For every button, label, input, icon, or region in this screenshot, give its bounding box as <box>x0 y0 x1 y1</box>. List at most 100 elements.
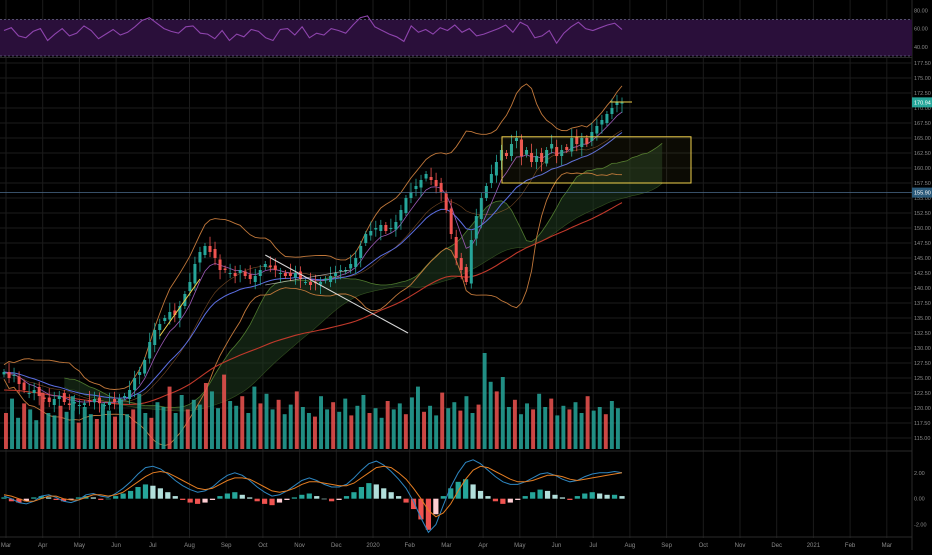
candle-body <box>268 265 272 267</box>
candle-body <box>148 342 152 359</box>
macd-histogram-bar <box>574 496 580 499</box>
candle-body <box>469 240 473 284</box>
x-tick-label: Feb <box>405 543 416 549</box>
candle-body <box>47 397 51 402</box>
volume-bar <box>416 386 420 449</box>
candle-body <box>12 375 16 376</box>
macd-histogram-bar <box>418 498 424 520</box>
macd-histogram-bar <box>604 494 610 499</box>
candle-body <box>464 267 468 282</box>
price-y-tick-label: 177.50 <box>914 61 931 67</box>
volume-bar <box>409 397 414 449</box>
candle-body <box>278 273 282 274</box>
candle-body <box>168 312 172 320</box>
x-tick-label: Mar <box>441 543 451 549</box>
volume-bar <box>210 391 214 449</box>
candle-body <box>198 252 202 263</box>
volume-bar <box>494 391 499 449</box>
volume-bar <box>34 420 39 449</box>
candle-body <box>359 246 363 258</box>
volume-bar <box>313 416 317 449</box>
volume-bar <box>276 399 281 449</box>
x-tick-label: Jul <box>149 543 157 549</box>
volume-bar <box>149 417 154 449</box>
trendline-rising <box>159 278 201 337</box>
macd-histogram-bar <box>23 498 29 502</box>
volume-bar <box>16 417 21 449</box>
volume-bar <box>137 393 142 449</box>
candle-body <box>319 282 323 285</box>
volume-bar <box>240 396 245 449</box>
x-tick-label: 2021 <box>807 543 821 549</box>
price-y-tick-label: 175.00 <box>914 76 931 82</box>
x-tick-label: Mar <box>882 543 892 549</box>
macd-histogram-bar <box>500 498 506 504</box>
candle-body <box>62 393 66 402</box>
price-y-tick-label: 125.00 <box>914 376 931 382</box>
volume-bar <box>216 408 220 449</box>
macd-histogram-bar <box>552 494 558 499</box>
candle-body <box>449 208 453 234</box>
candle-body <box>444 193 448 210</box>
volume-bar <box>70 396 75 449</box>
macd-histogram-bar <box>291 497 297 499</box>
macd-histogram-bar <box>157 488 163 499</box>
price-y-tick-label: 155.00 <box>914 196 931 202</box>
candle-body <box>484 186 488 198</box>
candle-body <box>92 399 96 403</box>
candle-body <box>419 180 423 188</box>
candle-body <box>178 306 182 318</box>
macd-histogram-bar <box>38 496 44 499</box>
macd-histogram-bar <box>582 493 588 499</box>
candle-body <box>329 276 333 282</box>
candle-body <box>248 274 252 279</box>
volume-bar <box>270 409 275 449</box>
macd-histogram-bar <box>329 498 335 502</box>
price-y-tick-label: 162.50 <box>914 151 931 157</box>
x-tick-label: Aug <box>184 543 195 549</box>
macd-histogram-bar <box>113 496 119 499</box>
x-tick-label: 2020 <box>366 543 380 549</box>
macd-histogram-bar <box>522 496 528 499</box>
macd-histogram-bar <box>589 492 595 499</box>
candle-body <box>565 147 569 150</box>
candle-body <box>258 270 262 276</box>
volume-bar <box>179 395 184 449</box>
candle-body <box>509 144 513 156</box>
candle-body <box>233 273 237 276</box>
volume-bar <box>464 396 469 449</box>
candle-body <box>188 282 192 291</box>
macd-histogram-bar <box>150 485 156 499</box>
macd-histogram-bar <box>53 498 59 500</box>
macd-y-tick-label: 0.00 <box>914 497 925 503</box>
macd-histogram-bar <box>492 498 499 502</box>
volume-bar <box>234 405 239 449</box>
volume-bar <box>355 405 360 449</box>
candle-body <box>283 273 287 276</box>
macd-histogram-bar <box>16 498 22 503</box>
x-tick-label: Oct <box>258 543 268 549</box>
candle-body <box>67 403 71 405</box>
candle-body <box>17 376 21 384</box>
macd-histogram-bar <box>559 497 566 499</box>
volume-bar <box>100 403 105 449</box>
macd-histogram-bar <box>224 493 230 499</box>
volume-bar <box>555 415 560 449</box>
candle-body <box>474 216 478 239</box>
macd-histogram-bar <box>90 497 96 499</box>
price-y-tick-label: 150.00 <box>914 226 931 232</box>
cloud-span-a-line <box>64 142 663 408</box>
price-y-tick-label: 130.00 <box>914 346 931 352</box>
candle-body <box>379 225 383 231</box>
macd-histogram-bar <box>343 496 350 499</box>
volume-bar <box>10 398 14 449</box>
moving-average-short <box>3 111 623 404</box>
x-tick-label: Nov <box>735 543 746 549</box>
x-tick-label: Feb <box>845 543 856 549</box>
macd-histogram-bar <box>440 496 446 499</box>
candle-body <box>514 138 518 141</box>
volume-bar <box>46 413 51 449</box>
volume-bar <box>391 409 396 449</box>
candle-body <box>218 259 222 270</box>
